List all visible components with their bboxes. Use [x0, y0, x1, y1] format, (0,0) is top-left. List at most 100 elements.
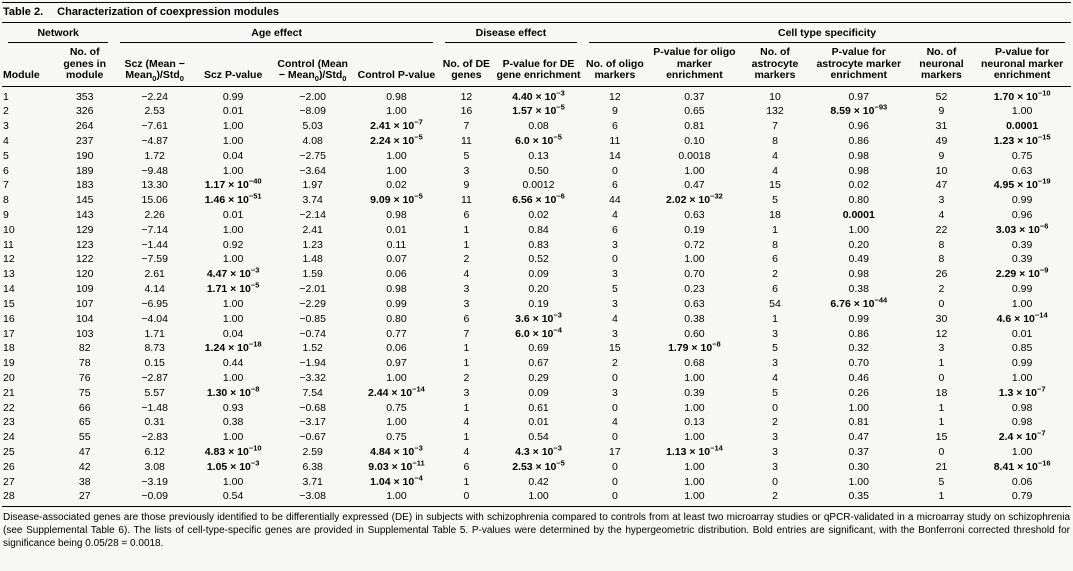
- cell: −2.87: [141, 371, 168, 384]
- cell: 0.98: [848, 268, 869, 281]
- cell: 4.95 × 10−19: [993, 178, 1051, 192]
- cell: 2.41 × 10−7: [370, 119, 423, 133]
- cell: 0: [611, 475, 618, 488]
- cell: 109: [75, 283, 94, 296]
- cell: 1.00: [848, 401, 869, 414]
- cell: −7.61: [141, 120, 168, 133]
- cell: 1: [463, 342, 470, 355]
- cell: 3: [611, 327, 618, 340]
- cell: 16: [3, 312, 15, 325]
- cell: 1: [463, 357, 470, 370]
- cell: 1.52: [302, 342, 323, 355]
- cell: 0.86: [848, 327, 869, 340]
- cell: 1.46 × 10−51: [204, 193, 262, 207]
- cell: 1.30 × 10−8: [206, 385, 260, 399]
- cell: 26: [3, 460, 15, 473]
- cell: −3.64: [299, 164, 326, 177]
- column-header: Control (Mean − Mean0)/Std0: [271, 43, 355, 87]
- cell: 0.39: [1011, 253, 1033, 266]
- cell: 3.03 × 10−6: [995, 222, 1049, 236]
- cell: 0.31: [144, 416, 165, 429]
- cell: 2.61: [144, 268, 165, 281]
- cell: 0.75: [386, 431, 407, 444]
- cell: 1.00: [1011, 297, 1033, 310]
- cell: 1: [463, 401, 470, 414]
- cell: 7: [463, 120, 470, 133]
- cell: −0.09: [114, 489, 195, 508]
- cell: 0: [611, 401, 618, 414]
- cell: 2: [772, 268, 778, 281]
- cell: 1.00: [684, 401, 705, 414]
- cell: 10: [935, 164, 948, 177]
- cell: 1: [772, 223, 778, 236]
- cell: 1.57 × 10−5: [512, 104, 565, 118]
- column-group: Age effect: [114, 23, 438, 43]
- cell: 0.84: [528, 223, 549, 236]
- cell: 2: [463, 371, 470, 384]
- cell: 9: [938, 149, 945, 162]
- cell: 1.00: [222, 134, 244, 147]
- cell: 1.70 × 10−10: [993, 88, 1051, 103]
- cell: 3.74: [302, 194, 323, 207]
- cell: 0.75: [386, 401, 407, 414]
- table-title: Table 2. Characterization of coexpression…: [2, 3, 1071, 22]
- cell: 189: [75, 164, 94, 177]
- cell: 1: [938, 416, 945, 429]
- cell: 0.09: [528, 386, 549, 399]
- cell: 4: [772, 164, 778, 177]
- cell: 1.00: [222, 431, 244, 444]
- cell: 0: [611, 164, 618, 177]
- cell: 14: [3, 283, 15, 296]
- cell: 6.56 × 10−6: [512, 193, 565, 207]
- cell: 2: [772, 416, 778, 429]
- cell: 0: [938, 446, 945, 458]
- table-row: 17 103 1.71 0.04 −0.74 0.77 7 6.0 × 10−4 3 0.60 3 0…: [2, 327, 1071, 342]
- table-row: 12 122 −7.59 1.00 1.48 0.07 2 0.52 0 1.00 6 0.49 8 0.…: [2, 252, 1071, 267]
- cell: 0.35: [807, 489, 910, 508]
- cell: 44: [609, 194, 621, 207]
- cell: −3.17: [299, 416, 326, 429]
- cell: 0.01: [222, 209, 244, 221]
- cell: 0.04: [222, 327, 244, 340]
- cell: 1.00: [222, 312, 244, 325]
- cell: 0: [772, 475, 778, 488]
- cell: 7: [3, 179, 9, 192]
- cell: 8.59 × 10−93: [830, 104, 888, 118]
- cell: 0.98: [386, 283, 407, 296]
- cell: 0.99: [386, 297, 407, 310]
- cell: 14: [609, 149, 621, 162]
- cell: 2.41: [302, 223, 323, 236]
- cell: −7.14: [141, 223, 168, 236]
- cell: 1.00: [646, 489, 743, 508]
- cell: 0.81: [684, 120, 705, 133]
- cell: 2.53 × 10−5: [512, 459, 565, 473]
- cell: 2: [3, 105, 9, 118]
- cell: 0.81: [848, 416, 869, 429]
- cell: 17: [609, 446, 621, 458]
- cell: 11: [3, 238, 14, 251]
- cell: −3.08: [271, 489, 355, 508]
- cell: 8: [938, 253, 945, 266]
- cell: 6: [3, 164, 9, 177]
- table-row: 11 123 −1.44 0.92 1.23 0.11 1 0.83 3 0.72 8 0.20 8 0.…: [2, 238, 1071, 253]
- cell: 0.98: [386, 90, 407, 103]
- cell: 49: [935, 134, 948, 147]
- table-row: 9 143 2.26 0.01 −2.14 0.98 6 0.02 4 0.63 18 0.0001 4…: [2, 208, 1071, 223]
- cell: −2.14: [299, 209, 326, 221]
- cell: 6: [463, 312, 470, 325]
- cell: 31: [935, 120, 948, 133]
- cell: 0: [611, 371, 618, 384]
- column-header: P-value for neuronal marker enrichment: [973, 43, 1071, 87]
- cell: 3: [772, 446, 778, 458]
- cell: 66: [78, 401, 91, 414]
- cell: 9: [938, 105, 945, 118]
- cell: 0: [772, 401, 778, 414]
- cell: 1: [463, 431, 470, 444]
- cell: 3.71: [302, 475, 323, 488]
- cell: 3.6 × 10−3: [515, 311, 562, 325]
- cell: 3: [463, 297, 470, 310]
- cell: 120: [75, 268, 94, 281]
- cell: 47: [935, 179, 948, 192]
- cell: 5.57: [144, 386, 165, 399]
- cell: 82: [78, 342, 91, 355]
